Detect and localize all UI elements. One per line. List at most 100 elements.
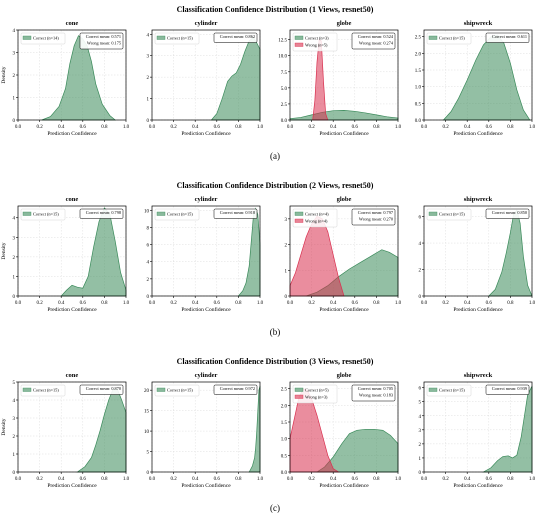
- y-tick-label: 2.5: [281, 103, 288, 108]
- x-axis-label: Prediction Confidence: [181, 306, 231, 313]
- legend-box: [426, 208, 472, 221]
- x-tick-label: 0.8: [101, 301, 108, 306]
- legend-swatch-correct: [22, 211, 32, 216]
- subplot-title: shipwreck: [464, 372, 493, 379]
- x-tick-label: 0.0: [149, 125, 156, 130]
- subplot-title: cone: [66, 372, 79, 379]
- x-tick-label: 0.6: [214, 125, 221, 130]
- y-tick-label: 3: [419, 429, 422, 434]
- x-tick-label: 0.6: [486, 477, 493, 482]
- legend-label: Wrong (n=5): [305, 42, 328, 47]
- stats-label: Correct mean: 0.798: [86, 210, 121, 215]
- legend-swatch-correct: [156, 211, 166, 216]
- legend-label: Correct (n=3): [305, 35, 329, 40]
- legend-label: Correct (n=15): [439, 35, 465, 40]
- subplot-title: globe: [337, 196, 352, 203]
- plot-frame: [289, 29, 399, 121]
- x-tick-label: 0.0: [149, 477, 156, 482]
- y-tick-label: 1.5: [281, 421, 288, 426]
- x-tick-label: 0.6: [80, 125, 87, 130]
- y-tick-label: 0: [419, 295, 422, 300]
- x-tick-label: 1.0: [257, 477, 264, 482]
- density-area-correct: [248, 386, 261, 473]
- legend-swatch-correct: [22, 35, 32, 40]
- y-tick-label: 5: [147, 451, 150, 456]
- density-area-correct: [482, 386, 533, 473]
- x-tick-label: 0.0: [149, 301, 156, 306]
- subplot-title: shipwreck: [464, 20, 493, 27]
- x-axis-label: Prediction Confidence: [453, 306, 503, 313]
- y-tick-label: 6: [419, 216, 422, 221]
- y-tick-label: 0: [147, 119, 150, 124]
- legend-box: [292, 384, 338, 404]
- x-tick-label: 1.0: [529, 477, 536, 482]
- x-tick-label: 1.0: [529, 301, 536, 306]
- subplot-title: globe: [337, 372, 352, 379]
- x-tick-label: 0.8: [235, 125, 242, 130]
- legend-swatch-correct: [294, 211, 304, 216]
- legend-swatch-correct: [428, 211, 438, 216]
- stats-label: Wrong mean: 0.274: [359, 41, 394, 46]
- x-tick-label: 0.2: [170, 477, 177, 482]
- figure-title: Classification Confidence Distribution (…: [177, 357, 374, 366]
- y-tick-label: 1: [13, 275, 16, 280]
- y-tick-label: 10.0: [278, 55, 287, 60]
- stats-label: Correct mean: 0.862: [220, 34, 255, 39]
- plot-frame: [423, 29, 533, 121]
- x-tick-label: 0.8: [235, 477, 242, 482]
- y-tick-label: 1: [419, 457, 422, 462]
- x-tick-label: 0.2: [308, 125, 315, 130]
- x-tick-label: 0.8: [373, 301, 380, 306]
- legend-swatch-correct: [156, 35, 166, 40]
- y-tick-label: 4: [13, 217, 16, 222]
- legend-label: Correct (n=15): [439, 387, 465, 392]
- subplot-cylinder: cylinder 0 5 10 15 20 0.0 0.2 0.4 0.6 0.8 1.0 Predic…: [144, 372, 264, 489]
- legend-box: [20, 384, 66, 397]
- x-axis-label: Prediction Confidence: [319, 482, 369, 489]
- y-tick-label: 2: [419, 443, 422, 448]
- y-tick-label: 0.5: [281, 454, 288, 459]
- legend-box: [292, 208, 338, 228]
- subplot-cylinder: cylinder 0 2 4 6 8 10 0.0 0.2 0.4 0.6 0.8 1.0 Predict…: [144, 196, 264, 313]
- y-tick-label: 2: [13, 74, 16, 79]
- legend-box: [20, 32, 66, 45]
- y-tick-label: 3: [13, 236, 16, 241]
- plot-frame: [423, 205, 533, 297]
- x-tick-label: 0.0: [15, 125, 22, 130]
- subplot-globe: globe 0.0 2.5 5.0 7.5 10.0 12.5 0.0 0.2 0.4 0.6 0.8…: [278, 20, 401, 137]
- x-tick-label: 0.2: [442, 301, 449, 306]
- y-tick-label: 10: [144, 209, 150, 214]
- y-tick-label: 1.0: [415, 86, 422, 91]
- x-tick-label: 0.4: [330, 301, 337, 306]
- x-axis-label: Prediction Confidence: [47, 306, 97, 313]
- plot-frame: [289, 381, 399, 473]
- x-tick-label: 0.0: [421, 125, 428, 130]
- y-tick-label: 0: [13, 471, 16, 476]
- y-tick-label: 4: [147, 261, 150, 266]
- x-tick-label: 0.4: [464, 301, 471, 306]
- y-tick-label: 0: [13, 295, 16, 300]
- x-axis-label: Prediction Confidence: [453, 482, 503, 489]
- y-tick-label: 2.5: [281, 388, 288, 393]
- x-tick-label: 0.6: [214, 301, 221, 306]
- x-tick-label: 0.0: [15, 301, 22, 306]
- y-tick-label: 0: [13, 119, 16, 124]
- x-tick-label: 0.6: [80, 301, 87, 306]
- legend-box: [20, 208, 66, 221]
- y-tick-label: 4: [419, 415, 422, 420]
- y-tick-label: 1.5: [415, 69, 422, 74]
- density-area-correct: [210, 36, 261, 121]
- x-tick-label: 0.4: [58, 125, 65, 130]
- legend-label: Correct (n=15): [167, 211, 193, 216]
- figure-panel-0: Classification Confidence Distribution (…: [1, 5, 536, 161]
- y-tick-label: 4: [147, 33, 150, 38]
- stats-box: [351, 384, 396, 402]
- density-area-correct: [487, 209, 533, 297]
- subplot-title: cone: [66, 196, 79, 203]
- subplot-title: globe: [337, 20, 352, 27]
- x-tick-label: 0.4: [58, 477, 65, 482]
- legend-label: Correct (n=14): [33, 35, 59, 40]
- x-axis-label: Prediction Confidence: [181, 130, 231, 137]
- legend-swatch-correct: [156, 387, 166, 392]
